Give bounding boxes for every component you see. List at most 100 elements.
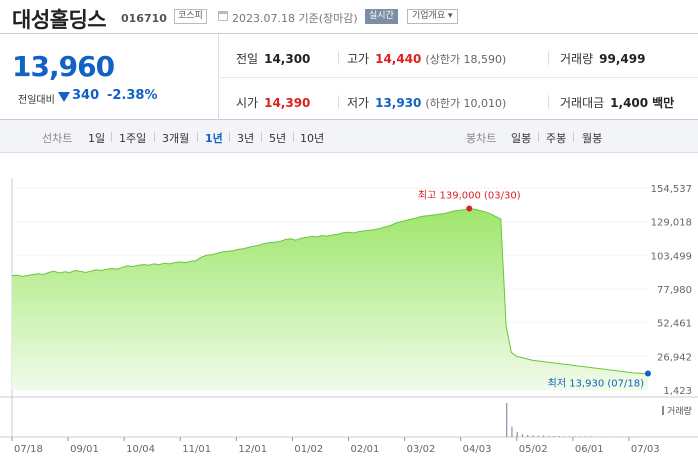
divider xyxy=(538,132,539,142)
y-tick-label: 52,461 xyxy=(657,319,692,330)
stat-label: 고가 xyxy=(347,52,370,66)
stat-value: 14,300 xyxy=(264,52,311,66)
change-value: 340 xyxy=(72,88,100,103)
x-tick-label: 05/02 xyxy=(519,444,548,455)
candle-monthly[interactable]: 월봉 xyxy=(582,132,603,145)
volume-bar xyxy=(553,435,555,437)
realtime-button[interactable]: 실시간 xyxy=(365,9,398,24)
x-tick-label: 02/01 xyxy=(351,444,380,455)
stat-label: 거래량 xyxy=(560,52,594,66)
high-label: 최고 139,000 (03/30) xyxy=(418,189,521,201)
line-chart-label: 선차트 xyxy=(42,132,73,145)
price-summary: 13,960 전일대비 340 -2.38% 전일 14,300 고가 14,440… xyxy=(0,33,698,120)
y-tick-label: 129,018 xyxy=(651,218,692,229)
stat-label: 거래대금 xyxy=(560,96,605,110)
y-tick-label: 154,537 xyxy=(651,184,692,195)
volume-bar xyxy=(563,436,566,437)
y-tick-label: 103,499 xyxy=(651,251,692,262)
change-label: 전일대비 xyxy=(18,95,55,106)
period-3y[interactable]: 3년 xyxy=(237,132,255,145)
upper-limit: (상한가 18,590) xyxy=(425,53,507,66)
divider xyxy=(229,132,230,142)
volume-bar xyxy=(516,431,518,437)
divider xyxy=(573,132,574,142)
volume-legend-label: 거래량 xyxy=(667,405,692,417)
stat-value: 13,930 xyxy=(375,96,422,110)
stat-label: 전일 xyxy=(236,52,259,66)
divider xyxy=(197,132,198,142)
x-tick-label: 01/02 xyxy=(294,444,323,455)
volume-bar xyxy=(542,435,545,437)
x-tick-label: 12/01 xyxy=(238,444,267,455)
down-triangle-icon xyxy=(58,92,70,102)
stock-header: 대성홀딩스 016710 코스피 2023.07.18 기준(장마감) 실시간 … xyxy=(0,0,698,33)
stat-open: 시가 14,390 xyxy=(236,94,310,111)
period-5y[interactable]: 5년 xyxy=(269,132,287,145)
volume-bar xyxy=(569,436,571,437)
period-selector: 선차트 1일 1주일 3개월 1년 3년 5년 10년 봉차트 일봉 주봉 월봉 xyxy=(0,120,698,153)
period-10y[interactable]: 10년 xyxy=(300,132,325,145)
stat-label: 시가 xyxy=(236,96,259,110)
y-tick-label: 1,423 xyxy=(663,386,692,397)
candle-chart-label: 봉차트 xyxy=(466,132,497,145)
y-tick-label: 26,942 xyxy=(657,352,692,363)
period-1y[interactable]: 1년 xyxy=(205,132,223,145)
x-tick-label: 10/04 xyxy=(126,444,155,455)
divider xyxy=(261,132,262,142)
x-tick-label: 07/18 xyxy=(14,444,43,455)
volume-bar xyxy=(574,436,576,437)
divider xyxy=(154,132,155,142)
change-percent: -2.38% xyxy=(107,88,158,103)
stat-label: 저가 xyxy=(347,96,370,110)
stat-high: 고가 14,440 (상한가 18,590) xyxy=(347,50,506,67)
volume-bar xyxy=(506,403,508,437)
period-1w[interactable]: 1주일 xyxy=(119,132,147,145)
x-tick-label: 06/01 xyxy=(575,444,604,455)
candle-weekly[interactable]: 주봉 xyxy=(546,132,567,145)
price-chart-svg: 154,537 129,018 103,499 77,980 52,461 26,942 1… xyxy=(0,178,698,455)
stat-value: 99,499 xyxy=(599,52,646,66)
volume-bar xyxy=(511,426,513,437)
period-1d[interactable]: 1일 xyxy=(88,132,106,145)
volume-bar xyxy=(527,434,529,437)
x-tick-label: 11/01 xyxy=(182,444,211,455)
stat-value: 14,440 xyxy=(375,52,422,66)
low-label: 최저 13,930 (07/18) xyxy=(548,377,644,389)
divider xyxy=(338,95,339,109)
calendar-icon xyxy=(218,11,228,21)
market-badge: 코스피 xyxy=(174,9,207,24)
reference-date: 2023.07.18 기준(장마감) xyxy=(232,12,358,25)
company-info-button[interactable]: 기업개요 ▾ xyxy=(407,9,458,24)
current-price: 13,960 xyxy=(12,50,115,83)
divider xyxy=(548,51,549,65)
stat-amount: 거래대금 1,400 백만 xyxy=(560,94,674,111)
x-tick-label: 09/01 xyxy=(70,444,99,455)
volume-bar xyxy=(558,435,560,437)
divider xyxy=(111,132,112,142)
price-line xyxy=(11,207,649,374)
low-marker xyxy=(645,370,651,377)
lower-limit: (하한가 10,010) xyxy=(425,97,507,110)
stock-name: 대성홀딩스 xyxy=(12,8,107,32)
high-marker xyxy=(466,205,473,212)
divider xyxy=(218,77,698,78)
volume-bar xyxy=(584,436,587,437)
volume-bar xyxy=(521,434,524,437)
volume-bar xyxy=(548,435,550,437)
price-chart[interactable]: 154,537 129,018 103,499 77,980 52,461 26,942 1… xyxy=(0,153,698,470)
volume-bar xyxy=(579,436,581,437)
candle-daily[interactable]: 일봉 xyxy=(511,132,532,145)
divider xyxy=(293,132,294,142)
y-tick-label: 77,980 xyxy=(657,285,692,296)
divider xyxy=(338,51,339,65)
x-tick-label: 03/02 xyxy=(407,444,436,455)
price-area xyxy=(12,208,648,390)
stat-low: 저가 13,930 (하한가 10,010) xyxy=(347,94,506,111)
stat-value: 14,390 xyxy=(264,96,311,110)
stat-unit: 백만 xyxy=(652,96,675,110)
volume-legend-icon xyxy=(662,406,664,415)
volume-bar xyxy=(537,435,539,437)
stat-volume: 거래량 99,499 xyxy=(560,50,645,67)
period-3m[interactable]: 3개월 xyxy=(162,132,190,145)
volume-bar xyxy=(532,435,534,437)
